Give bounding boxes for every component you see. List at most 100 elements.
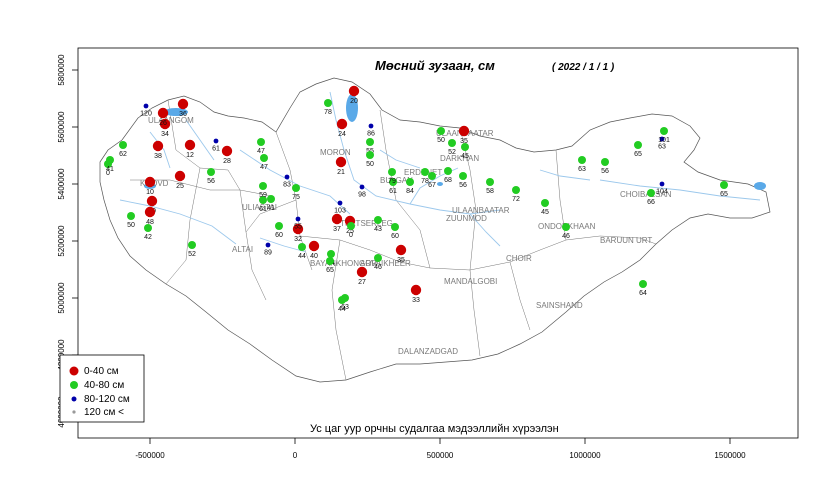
station-value: 84 xyxy=(406,188,414,195)
station-value: 61 xyxy=(259,206,267,213)
station-value: 35 xyxy=(460,138,468,145)
station-value: 52 xyxy=(188,251,196,258)
legend-marker xyxy=(71,396,77,402)
station-marker xyxy=(366,151,374,159)
station-value: 33 xyxy=(412,297,420,304)
station-marker xyxy=(639,280,647,288)
station-marker xyxy=(174,170,186,182)
station-marker xyxy=(512,186,520,194)
station-value: 83 xyxy=(283,181,291,188)
city-label: ULAANGOM xyxy=(148,116,194,125)
legend: 0-40 см 40-80 см 80-120 см 120 см < xyxy=(59,354,145,423)
city-label: TSETSERLEG xyxy=(340,219,393,228)
station-marker xyxy=(391,223,399,231)
station-value: 42 xyxy=(144,234,152,241)
station-marker xyxy=(213,138,219,144)
y-tick-label: 5000000 xyxy=(57,282,66,314)
station-marker xyxy=(259,196,267,204)
station-value: 12 xyxy=(186,152,194,159)
station-value: 10 xyxy=(146,189,154,196)
station-marker xyxy=(119,141,127,149)
y-tick-label: 5600000 xyxy=(57,111,66,143)
station-marker xyxy=(324,99,332,107)
legend-label: 80-120 см xyxy=(84,394,130,405)
station-value: 79 xyxy=(388,178,396,185)
station-value: 60 xyxy=(275,232,283,239)
legend-marker xyxy=(72,410,76,414)
map-footer: Ус цаг уур орчны судалгаа мэдээллийн хүр… xyxy=(310,423,559,435)
station-marker xyxy=(486,178,494,186)
station-value: 56 xyxy=(207,178,215,185)
station-value: 58 xyxy=(486,188,494,195)
station-marker xyxy=(578,156,586,164)
station-value: 47 xyxy=(257,148,265,155)
station-marker xyxy=(188,241,196,249)
city-label: ULAANBAATAR xyxy=(452,206,510,215)
station-marker xyxy=(184,139,196,151)
station-value: 0 xyxy=(349,232,353,239)
x-tick-label: 1500000 xyxy=(714,451,746,460)
city-label: ZUUNMOD xyxy=(446,214,487,223)
station-value: 27 xyxy=(358,279,366,286)
station-value: 25 xyxy=(346,228,354,235)
station-marker xyxy=(292,184,300,192)
station-value: 64 xyxy=(639,290,647,297)
station-marker xyxy=(143,103,149,109)
station-marker xyxy=(448,139,456,147)
station-value: 68 xyxy=(444,177,452,184)
station-value: 44 xyxy=(338,306,346,313)
station-value: 61 xyxy=(389,188,397,195)
station-marker xyxy=(601,158,609,166)
city-label: MORON xyxy=(320,148,351,157)
station-marker xyxy=(338,296,346,304)
station-marker xyxy=(659,136,665,142)
station-value: 98 xyxy=(358,191,366,198)
x-axis: -500000 0 500000 1000000 1500000 xyxy=(135,438,746,460)
city-label: ULIASTAI xyxy=(242,203,277,212)
station-marker xyxy=(257,138,265,146)
city-label: CHOIBALSAN xyxy=(620,190,672,199)
city-label: MANDALGOBI xyxy=(444,277,497,286)
station-value: 67 xyxy=(428,182,436,189)
station-value: 24 xyxy=(338,131,346,138)
station-marker xyxy=(292,223,304,235)
station-value: 28 xyxy=(223,158,231,165)
station-value: 41 xyxy=(106,166,114,173)
station-marker xyxy=(146,195,158,207)
station-marker xyxy=(295,216,301,222)
station-marker xyxy=(331,213,343,225)
station-value: 65 xyxy=(326,267,334,274)
station-marker xyxy=(459,172,467,180)
station-value: 20 xyxy=(350,98,358,105)
station-value: 50 xyxy=(127,222,135,229)
station-value: 61 xyxy=(212,145,220,152)
station-value: 56 xyxy=(459,182,467,189)
station-value: 35 xyxy=(397,257,405,264)
legend-label: 120 см < xyxy=(84,407,124,418)
station-value: 75 xyxy=(292,194,300,201)
station-marker xyxy=(647,189,655,197)
city-label: DALANZADGAD xyxy=(398,347,458,356)
station-marker xyxy=(152,140,164,152)
station-marker xyxy=(335,156,347,168)
y-tick-label: 5200000 xyxy=(57,225,66,257)
station-value: 47 xyxy=(260,164,268,171)
station-value: 89 xyxy=(264,249,272,256)
map-date: ( 2022 / 1 / 1 ) xyxy=(552,62,615,73)
city-label: DARKHAN xyxy=(440,154,479,163)
station-marker xyxy=(207,168,215,176)
legend-marker xyxy=(70,381,78,389)
station-value: 78 xyxy=(324,109,332,116)
station-value: 41 xyxy=(267,205,275,212)
station-marker xyxy=(259,182,267,190)
station-value: 65 xyxy=(720,191,728,198)
station-marker xyxy=(275,222,283,230)
station-value: 44 xyxy=(298,253,306,260)
station-value: 45 xyxy=(541,209,549,216)
station-marker xyxy=(265,242,271,248)
station-value: 50 xyxy=(437,137,445,144)
station-marker xyxy=(106,156,114,164)
station-value: 45 xyxy=(461,153,469,160)
station-marker xyxy=(159,118,171,130)
